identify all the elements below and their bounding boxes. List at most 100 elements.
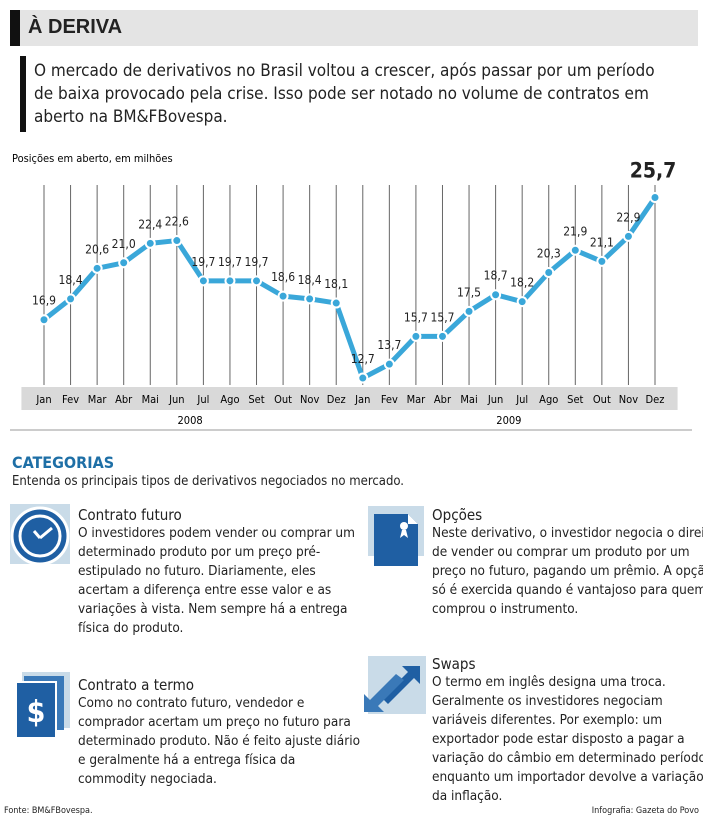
card-text: da inflação. — [432, 788, 503, 804]
data-point — [543, 267, 555, 278]
source: Fonte: BM&FBovespa. — [4, 806, 93, 816]
card-text: Como no contrato futuro, vendedor e — [78, 695, 305, 711]
card-text: só é exercida quando é vantajoso para qu… — [432, 582, 703, 598]
term-icon: $ — [15, 672, 70, 739]
x-tick-label: Dez — [646, 393, 665, 406]
data-label: 12,7 — [351, 352, 375, 366]
data-label: 18,2 — [510, 276, 534, 290]
x-tick-label: Set — [248, 393, 264, 406]
month-band — [340, 387, 678, 410]
data-label: 18,1 — [324, 277, 348, 291]
x-tick-label: Jan — [35, 393, 51, 406]
data-point — [490, 289, 502, 301]
x-tick-label: Nov — [300, 393, 319, 406]
card-text: variações à vista. Nem sempre há a entre… — [78, 601, 348, 617]
x-tick-label: Ago — [539, 393, 558, 406]
data-point — [144, 237, 156, 249]
card-title: Contrato futuro — [78, 506, 182, 524]
card-text: determinado produto por um preço pré- — [78, 544, 321, 560]
x-tick-label: Set — [567, 393, 583, 406]
data-point — [277, 290, 289, 302]
data-point — [410, 330, 422, 342]
section-subtitle: Entenda os principais tipos de derivativ… — [12, 474, 405, 489]
x-tick-label: Jun — [487, 393, 503, 406]
x-tick-label: Mar — [407, 393, 427, 406]
x-tick-label: Abr — [115, 393, 133, 406]
data-point — [357, 372, 369, 384]
card-text: variação do câmbio em determinado períod… — [432, 750, 703, 766]
year-label: 2008 — [178, 414, 203, 427]
card-text: acertam a diferença entre esse valor e a… — [78, 582, 332, 598]
data-label: 19,7 — [218, 255, 242, 269]
data-label: 18,6 — [271, 270, 295, 284]
card-text: e geralmente há a entrega física da — [78, 752, 296, 768]
card-title: Swaps — [432, 655, 476, 673]
data-label: 25,7 — [630, 159, 677, 183]
x-tick-label: Ago — [220, 393, 239, 406]
card-text: preço no futuro, pagando um prêmio. A op… — [432, 563, 703, 579]
card-text: commodity negociada. — [78, 771, 217, 787]
data-point — [649, 192, 661, 203]
data-point — [463, 305, 475, 317]
data-label: 22,4 — [138, 217, 162, 231]
data-point — [224, 275, 236, 287]
intro-accent — [20, 56, 26, 132]
data-label: 21,1 — [590, 235, 614, 249]
intro-line: de baixa provocado pela crise. Isso pode… — [34, 84, 649, 104]
chart-subtitle: Posições em aberto, em milhões — [12, 152, 173, 165]
x-tick-label: Jul — [515, 393, 528, 406]
card-text: Neste derivativo, o investidor negocia o… — [432, 525, 703, 541]
data-label: 22,9 — [616, 210, 640, 224]
data-point — [304, 293, 316, 305]
data-label: 18,4 — [59, 273, 83, 287]
category-card: Opções Neste derivativo, o investidor neg… — [432, 506, 703, 619]
data-label: 20,6 — [85, 242, 109, 256]
x-tick-label: Out — [274, 393, 292, 406]
clock-icon — [10, 504, 70, 566]
data-label: 15,7 — [430, 310, 454, 324]
data-point — [118, 257, 130, 269]
x-tick-label: Nov — [619, 393, 638, 406]
card-text: determinado produto. Não é feito ajuste … — [78, 733, 360, 749]
data-label: 19,7 — [191, 255, 215, 269]
card-text: variáveis diferentes. Por exemplo: um — [432, 712, 663, 728]
data-label: 19,7 — [245, 255, 269, 269]
category-card: Swaps O termo em inglês designa uma troca… — [432, 655, 703, 806]
data-point — [383, 358, 395, 370]
data-point — [65, 293, 77, 305]
card-title: Contrato a termo — [78, 676, 194, 694]
x-tick-label: Jun — [168, 393, 184, 406]
category-card: Contrato a termo Como no contrato futuro,… — [78, 676, 360, 789]
category-card: Contrato futuro O investidores podem vend… — [78, 506, 355, 638]
card-text: comprou o instrumento. — [432, 601, 579, 617]
data-point — [171, 235, 183, 247]
data-label: 21,9 — [563, 224, 587, 238]
header-accent — [10, 10, 20, 46]
intro-line: O mercado de derivativos no Brasil volto… — [34, 61, 655, 81]
data-point — [622, 230, 634, 242]
data-point — [436, 330, 448, 342]
month-band — [21, 387, 359, 410]
data-point — [91, 262, 103, 274]
title: À DERIVA — [28, 16, 123, 38]
card-text: Geralmente os investidores negociam — [432, 693, 663, 709]
x-tick-label: Abr — [434, 393, 452, 406]
x-tick-label: Fev — [62, 393, 79, 406]
x-tick-label: Out — [593, 393, 611, 406]
card-text: comprador acertam um preço no futuro par… — [78, 714, 351, 730]
x-tick-label: Jul — [196, 393, 209, 406]
x-tick-label: Mai — [142, 393, 159, 406]
x-tick-label: Fev — [381, 393, 398, 406]
data-point — [330, 297, 342, 309]
data-label: 16,9 — [32, 294, 56, 308]
data-point — [38, 314, 50, 326]
data-point — [596, 255, 608, 267]
year-label: 2009 — [496, 414, 521, 427]
swap-icon — [364, 656, 426, 714]
data-label: 20,3 — [537, 247, 561, 261]
card-text: física do produto. — [78, 620, 184, 636]
card-text: O termo em inglês designa uma troca. — [432, 674, 666, 690]
data-point — [197, 275, 209, 287]
card-title: Opções — [432, 506, 483, 524]
